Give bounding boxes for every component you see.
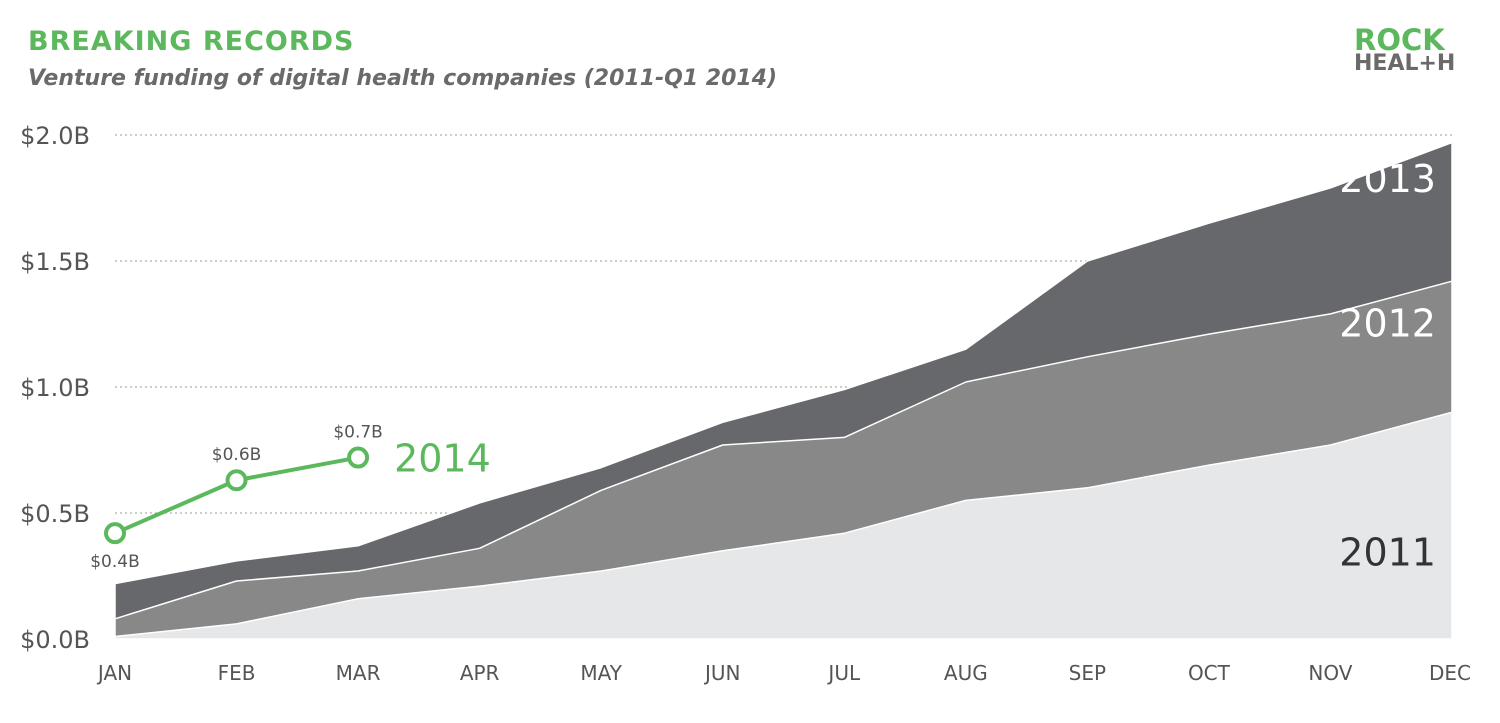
x-tick-label: OCT (1188, 661, 1231, 685)
x-tick-label: APR (460, 661, 500, 685)
series-label-2014: 2014 (394, 437, 491, 481)
x-tick-label: JUN (703, 661, 741, 685)
series-label-2013: 2013 (1339, 157, 1436, 201)
y-tick-label: $0.0B (20, 626, 90, 654)
x-tick-label: SEP (1069, 661, 1106, 685)
series-2014-point (225, 469, 248, 492)
series-labels: 2011 2012 2013 (1339, 157, 1436, 575)
area-series (114, 141, 1453, 640)
series-2014-data-label: $0.4B (90, 552, 140, 572)
series-label-2012: 2012 (1339, 302, 1436, 346)
logo-line-2: HEAL+H (1354, 51, 1456, 76)
area-series-2011 (114, 411, 1453, 640)
x-tick-label: MAR (336, 661, 381, 685)
y-tick-label: $2.0B (20, 122, 90, 150)
series-2014-data-label: $0.6B (212, 445, 262, 465)
series-2014-polyline (114, 455, 359, 535)
x-tick-label: JAN (96, 661, 132, 685)
logo-line-1: ROCK (1354, 23, 1445, 57)
y-tick-label: $1.0B (20, 374, 90, 402)
rock-health-logo: ROCK HEAL+H (1354, 23, 1456, 76)
x-tick-label: NOV (1308, 661, 1352, 685)
x-tick-label: JUL (826, 661, 861, 685)
x-tick-label: MAY (580, 661, 622, 685)
x-tick-label: FEB (218, 661, 256, 685)
chart-subtitle: Venture funding of digital health compan… (28, 66, 778, 91)
series-2014-data-label: $0.7B (333, 423, 383, 443)
series-2014-point (347, 446, 370, 469)
x-tick-label: DEC (1429, 661, 1471, 685)
y-tick-label: $1.5B (20, 248, 90, 276)
chart-title: BREAKING RECORDS (28, 26, 355, 57)
x-axis-tick-labels: JAN FEB MAR APR MAY JUN JUL AUG SEP OCT NOV DEC (96, 661, 1471, 685)
series-label-2011: 2011 (1339, 531, 1436, 575)
y-axis-tick-labels: $0.0B $0.5B $1.0B $1.5B $2.0B (20, 122, 90, 654)
series-2014-line: $0.4B $0.6B $0.7B 2014 (90, 423, 491, 573)
y-tick-label: $0.5B (20, 500, 90, 528)
series-2014-point (104, 522, 126, 545)
x-tick-label: AUG (944, 661, 988, 685)
